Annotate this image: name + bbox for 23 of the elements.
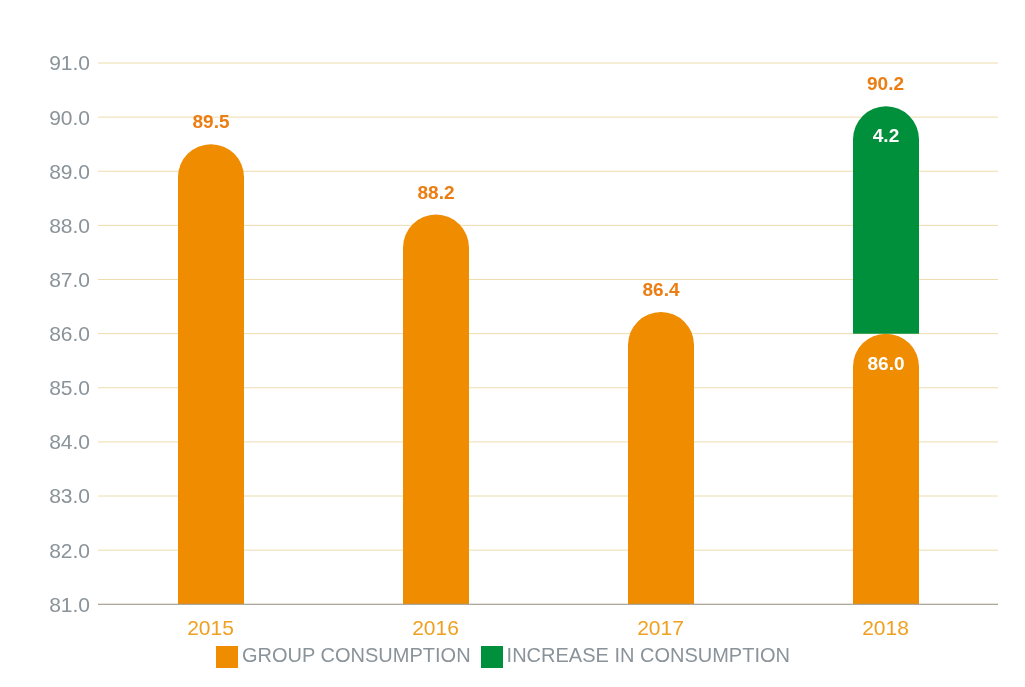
annotation: 90.2 bbox=[867, 73, 904, 95]
y-tick-label: 91.0 bbox=[49, 51, 90, 75]
y-tick-label: 82.0 bbox=[49, 538, 90, 562]
x-tick-label: 2016 bbox=[412, 616, 459, 640]
legend-label: GROUP CONSUMPTION bbox=[242, 644, 471, 667]
y-tick-label: 85.0 bbox=[49, 376, 90, 400]
x-tick-label: 2015 bbox=[187, 616, 234, 640]
y-tick-label: 83.0 bbox=[49, 484, 90, 508]
y-tick-label: 86.0 bbox=[49, 322, 90, 346]
y-tick-label: 87.0 bbox=[49, 267, 90, 291]
data-label: 88.2 bbox=[417, 181, 455, 203]
data-label: 89.5 bbox=[192, 111, 230, 133]
y-tick-label: 84.0 bbox=[49, 430, 90, 454]
legend-label: INCREASE IN CONSUMPTION bbox=[506, 644, 790, 667]
x-tick-label: 2018 bbox=[862, 616, 909, 640]
data-label: 86.4 bbox=[642, 278, 680, 300]
x-tick-label: 2017 bbox=[637, 616, 684, 640]
data-label: 86.0 bbox=[867, 352, 905, 374]
y-tick-label: 81.0 bbox=[49, 592, 90, 616]
y-tick-label: 90.0 bbox=[49, 105, 90, 129]
data-label: 4.2 bbox=[872, 125, 900, 147]
y-tick-label: 89.0 bbox=[49, 159, 90, 183]
y-tick-label: 88.0 bbox=[49, 213, 90, 237]
